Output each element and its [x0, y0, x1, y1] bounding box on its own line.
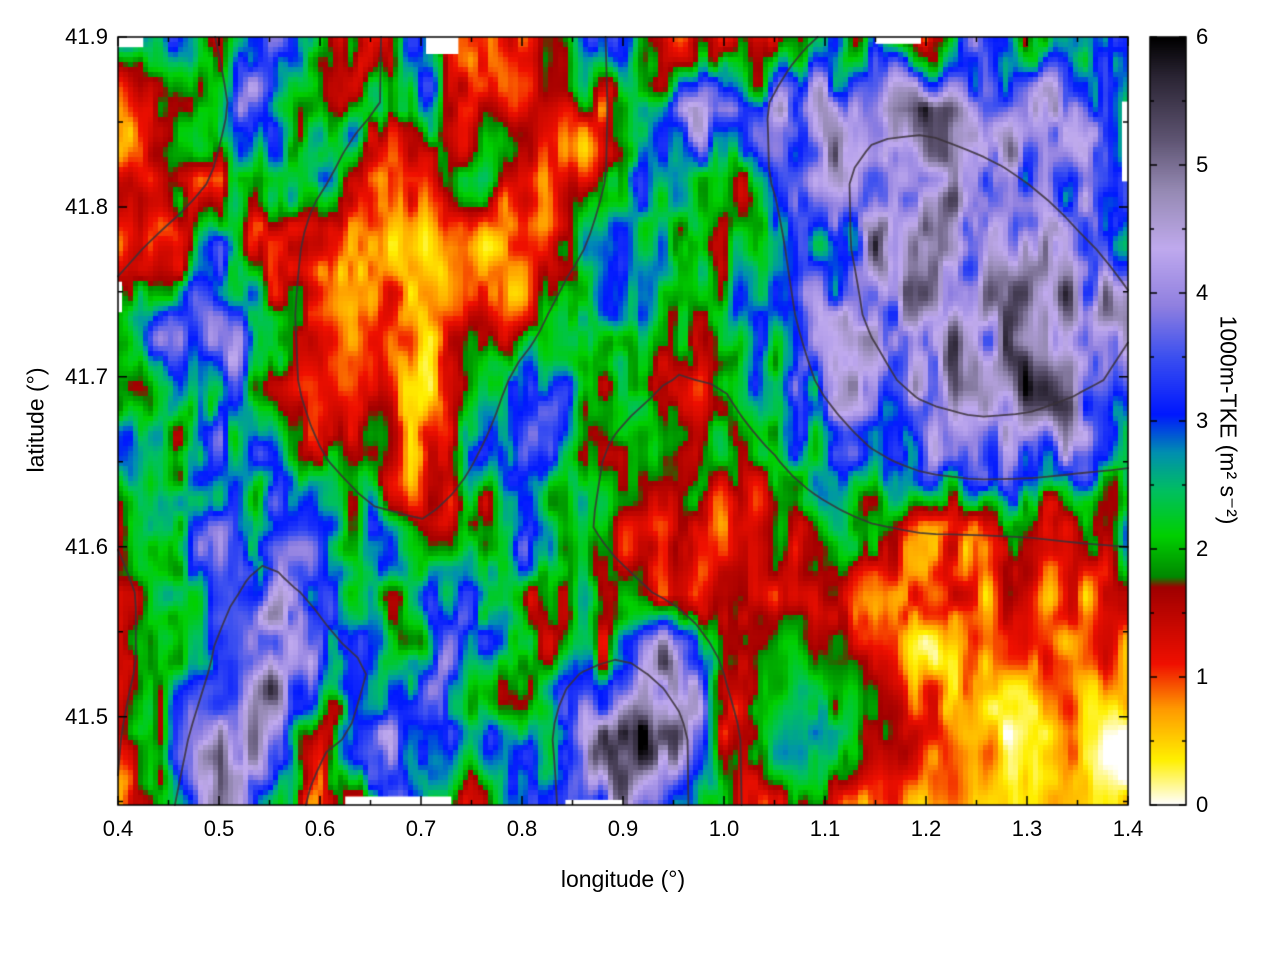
y-tick-label: 41.5 — [65, 703, 108, 729]
y-tick-label: 41.8 — [65, 193, 108, 219]
colorbar-tick-label: 2 — [1196, 536, 1209, 561]
y-tick-label: 41.7 — [65, 363, 108, 389]
colorbar-tick-label: 0 — [1196, 792, 1209, 817]
y-tick-label: 41.6 — [65, 533, 108, 559]
x-tick-label: 1.1 — [809, 816, 841, 841]
x-tick-label: 1.4 — [1112, 816, 1144, 841]
x-tick-label: 1.0 — [708, 816, 740, 841]
colorbar-tick-label: 1 — [1196, 664, 1209, 689]
x-tick-label: 0.9 — [607, 816, 639, 841]
x-tick-label: 0.7 — [405, 816, 437, 841]
x-axis-label: longitude (°) — [560, 866, 686, 892]
x-tick-label: 1.3 — [1011, 816, 1043, 841]
colorbar-label: 1000m-TKE (m² s⁻²) — [1215, 315, 1242, 525]
y-tick-label: 41.9 — [65, 24, 108, 49]
x-tick-label: 0.8 — [506, 816, 538, 841]
x-tick-label: 0.4 — [102, 816, 134, 841]
x-tick-label: 0.5 — [203, 816, 235, 841]
colorbar-tick-label: 5 — [1196, 152, 1209, 177]
colorbar-tick-label: 3 — [1196, 408, 1209, 433]
colorbar-tick-label: 6 — [1196, 24, 1209, 49]
x-tick-label: 1.2 — [910, 816, 942, 841]
x-tick-label: 0.6 — [304, 816, 336, 841]
colorbar-tick-label: 4 — [1196, 280, 1209, 305]
